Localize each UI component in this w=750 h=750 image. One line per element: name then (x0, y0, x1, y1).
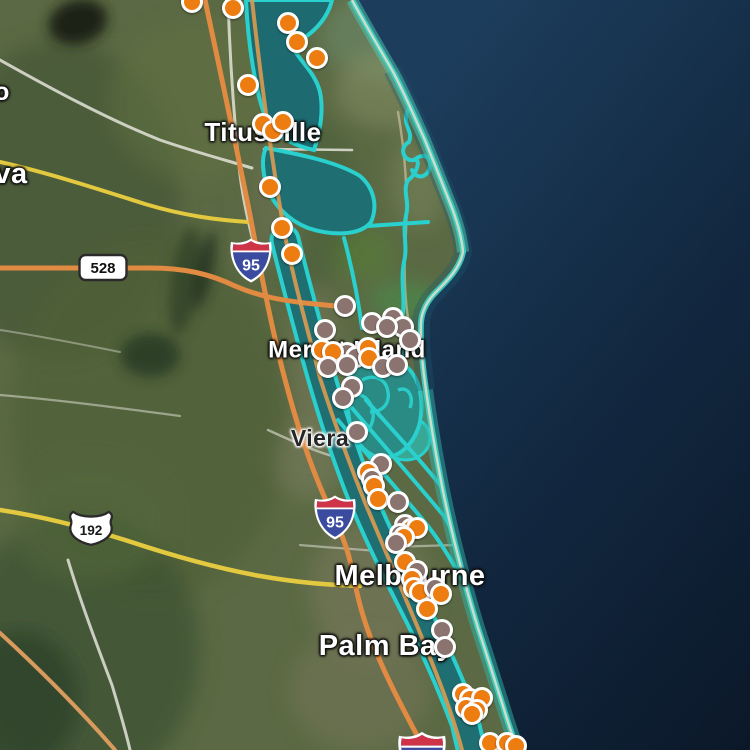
poi-marker-gray[interactable] (314, 319, 336, 341)
poi-marker-orange[interactable] (286, 31, 308, 53)
poi-marker-gray[interactable] (399, 329, 421, 351)
poi-marker-orange[interactable] (222, 0, 244, 19)
poi-marker-gray[interactable] (336, 354, 358, 376)
poi-marker-gray[interactable] (386, 354, 408, 376)
poi-marker-orange[interactable] (271, 217, 293, 239)
poi-marker-orange[interactable] (259, 176, 281, 198)
poi-marker-orange[interactable] (430, 583, 452, 605)
poi-marker-orange[interactable] (281, 243, 303, 265)
poi-marker-gray[interactable] (334, 295, 356, 317)
poi-marker-orange[interactable] (306, 47, 328, 69)
poi-marker-orange[interactable] (237, 74, 259, 96)
poi-marker-orange[interactable] (416, 598, 438, 620)
poi-marker-gray[interactable] (387, 491, 409, 513)
poi-marker-gray[interactable] (434, 636, 456, 658)
poi-marker-gray[interactable] (346, 421, 368, 443)
poi-marker-orange[interactable] (461, 703, 483, 725)
poi-marker-orange[interactable] (277, 12, 299, 34)
poi-marker-orange[interactable] (181, 0, 203, 13)
poi-marker-orange[interactable] (367, 488, 389, 510)
poi-marker-orange[interactable] (272, 111, 294, 133)
poi-marker-gray[interactable] (376, 316, 398, 338)
poi-marker-orange[interactable] (505, 735, 527, 750)
poi-marker-gray[interactable] (332, 387, 354, 409)
poi-marker-gray[interactable] (385, 532, 407, 554)
